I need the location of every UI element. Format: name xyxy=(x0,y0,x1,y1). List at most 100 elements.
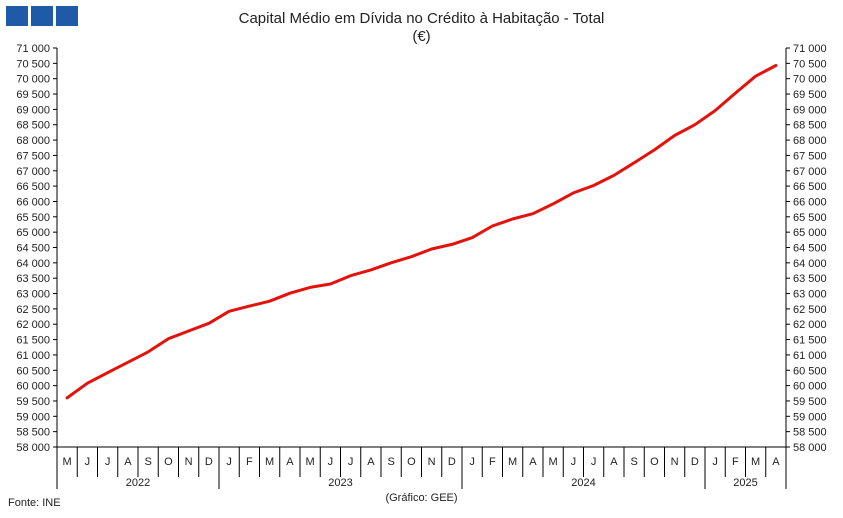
month-label: S xyxy=(630,456,637,468)
chart-subtitle: (€) xyxy=(412,28,431,45)
month-label: J xyxy=(105,456,111,468)
y-tick-label-left: 58 500 xyxy=(16,427,50,439)
y-tick-label-left: 67 000 xyxy=(16,166,50,178)
y-tick-label-left: 62 500 xyxy=(16,304,50,316)
y-tick-label-right: 62 500 xyxy=(793,304,827,316)
y-tick-label-right: 59 000 xyxy=(793,411,827,423)
year-label: 2024 xyxy=(571,477,595,489)
y-tick-label-right: 70 500 xyxy=(793,58,827,70)
y-tick-label-right: 58 000 xyxy=(793,442,827,454)
y-tick-label-left: 64 000 xyxy=(16,258,50,270)
month-label: M xyxy=(63,456,72,468)
y-tick-label-left: 65 500 xyxy=(16,212,50,224)
source-note: Fonte: INE xyxy=(8,497,61,509)
month-label: N xyxy=(185,456,193,468)
y-tick-label-left: 58 000 xyxy=(16,442,50,454)
month-label: S xyxy=(387,456,394,468)
y-tick-label-left: 69 500 xyxy=(16,89,50,101)
month-label: F xyxy=(732,456,739,468)
y-tick-label-right: 60 500 xyxy=(793,365,827,377)
y-tick-label-right: 66 500 xyxy=(793,181,827,193)
month-label: M xyxy=(508,456,517,468)
y-tick-label-right: 66 000 xyxy=(793,196,827,208)
month-label: J xyxy=(226,456,232,468)
month-label: J xyxy=(591,456,597,468)
y-tick-label-right: 71 000 xyxy=(793,43,827,55)
month-label: J xyxy=(348,456,354,468)
y-tick-label-left: 64 500 xyxy=(16,243,50,255)
y-tick-label-left: 71 000 xyxy=(16,43,50,55)
month-label: A xyxy=(367,456,375,468)
logo-square xyxy=(31,6,53,26)
y-tick-label-right: 62 000 xyxy=(793,319,827,331)
y-tick-label-right: 64 500 xyxy=(793,243,827,255)
month-label: O xyxy=(407,456,416,468)
year-label: 2023 xyxy=(328,477,352,489)
month-label: D xyxy=(691,456,699,468)
month-label: M xyxy=(549,456,558,468)
logo-square xyxy=(6,6,28,26)
y-tick-label-right: 69 500 xyxy=(793,89,827,101)
month-label: J xyxy=(571,456,577,468)
y-tick-label-left: 60 500 xyxy=(16,365,50,377)
month-label: D xyxy=(448,456,456,468)
y-tick-label-right: 68 000 xyxy=(793,135,827,147)
y-tick-label-left: 63 500 xyxy=(16,273,50,285)
y-tick-label-left: 61 000 xyxy=(16,350,50,362)
month-label: F xyxy=(489,456,496,468)
month-label: N xyxy=(671,456,679,468)
month-label: N xyxy=(428,456,436,468)
month-label: M xyxy=(306,456,315,468)
month-label: S xyxy=(144,456,151,468)
y-tick-label-right: 70 000 xyxy=(793,74,827,86)
y-tick-label-left: 70 000 xyxy=(16,74,50,86)
y-tick-label-right: 68 500 xyxy=(793,120,827,132)
y-tick-label-right: 61 000 xyxy=(793,350,827,362)
month-label: A xyxy=(610,456,618,468)
y-tick-label-left: 66 500 xyxy=(16,181,50,193)
month-label: A xyxy=(772,456,780,468)
year-label: 2022 xyxy=(126,477,150,489)
month-label: A xyxy=(286,456,294,468)
y-tick-label-left: 67 500 xyxy=(16,150,50,162)
y-tick-label-left: 61 500 xyxy=(16,335,50,347)
logo-square xyxy=(56,6,78,26)
series-line xyxy=(65,64,778,400)
month-label: J xyxy=(85,456,91,468)
month-label: M xyxy=(265,456,274,468)
month-label: O xyxy=(650,456,659,468)
y-tick-label-left: 59 000 xyxy=(16,411,50,423)
credit-note: (Gráfico: GEE) xyxy=(385,492,458,504)
y-tick-label-right: 61 500 xyxy=(793,335,827,347)
y-tick-label-right: 64 000 xyxy=(793,258,827,270)
y-tick-label-left: 68 500 xyxy=(16,120,50,132)
logo xyxy=(6,6,78,26)
y-tick-label-right: 69 000 xyxy=(793,104,827,116)
month-label: J xyxy=(328,456,334,468)
y-tick-label-right: 63 000 xyxy=(793,289,827,301)
month-label: F xyxy=(246,456,253,468)
y-tick-label-left: 69 000 xyxy=(16,104,50,116)
y-tick-label-right: 63 500 xyxy=(793,273,827,285)
y-tick-label-left: 65 000 xyxy=(16,227,50,239)
y-tick-label-right: 65 000 xyxy=(793,227,827,239)
y-tick-label-left: 70 500 xyxy=(16,58,50,70)
y-tick-label-left: 63 000 xyxy=(16,289,50,301)
month-label: O xyxy=(164,456,173,468)
y-tick-label-right: 58 500 xyxy=(793,427,827,439)
y-tick-label-left: 68 000 xyxy=(16,135,50,147)
month-label: J xyxy=(469,456,475,468)
month-label: A xyxy=(124,456,132,468)
y-tick-label-left: 60 000 xyxy=(16,381,50,393)
y-tick-label-right: 60 000 xyxy=(793,381,827,393)
year-label: 2025 xyxy=(733,477,757,489)
month-label: J xyxy=(712,456,718,468)
y-tick-label-left: 59 500 xyxy=(16,396,50,408)
month-label: D xyxy=(205,456,213,468)
y-tick-label-left: 62 000 xyxy=(16,319,50,331)
y-tick-label-right: 59 500 xyxy=(793,396,827,408)
chart-title: Capital Médio em Dívida no Crédito à Hab… xyxy=(238,10,605,27)
y-tick-label-right: 67 500 xyxy=(793,150,827,162)
y-tick-label-left: 66 000 xyxy=(16,196,50,208)
